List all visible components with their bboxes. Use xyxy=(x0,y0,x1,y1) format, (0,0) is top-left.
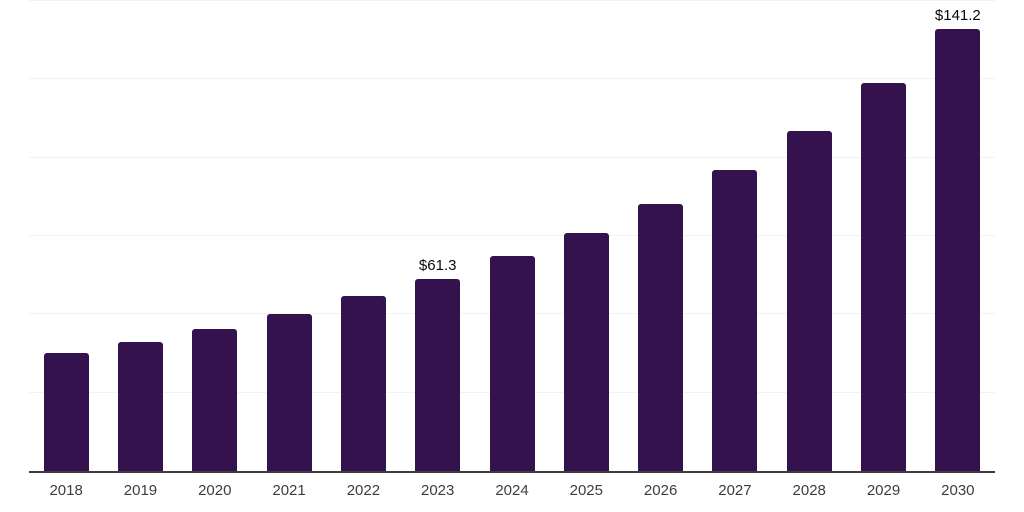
plot-area: $61.3 $141.2 xyxy=(29,0,995,473)
bar-2024 xyxy=(489,256,535,471)
bar-2019 xyxy=(117,342,163,471)
x-tick-label-2018: 2018 xyxy=(49,482,83,499)
bar-2020 xyxy=(192,329,238,471)
bar-2025 xyxy=(563,232,609,471)
bar-value-label-2030: $141.2 xyxy=(934,6,981,24)
x-tick-label-2019: 2019 xyxy=(123,482,158,499)
x-tick-label-2026: 2026 xyxy=(643,482,678,499)
x-tick-label-2020: 2020 xyxy=(198,482,232,499)
bar-2022 xyxy=(340,295,386,471)
x-tick-label-2030: 2030 xyxy=(941,482,975,499)
x-tick-label-2028: 2028 xyxy=(792,482,826,499)
bar-2027 xyxy=(712,170,758,471)
bar-2021 xyxy=(266,314,312,471)
x-tick-label-2029: 2029 xyxy=(866,482,901,499)
x-tick-label-2025: 2025 xyxy=(569,482,603,499)
x-tick-label-2022: 2022 xyxy=(346,482,381,499)
bar-2026 xyxy=(638,204,684,471)
bar-2030 xyxy=(935,28,981,471)
bar-2018 xyxy=(43,352,89,471)
bar-2028 xyxy=(786,131,832,471)
bar-value-label-2023: $61.3 xyxy=(418,256,457,274)
bar-2023 xyxy=(415,278,461,471)
gridline xyxy=(29,156,995,158)
gridline xyxy=(29,235,995,236)
gridline xyxy=(29,0,995,1)
x-tick-label-2023: 2023 xyxy=(421,482,455,499)
bar-2029 xyxy=(861,83,907,471)
gridline xyxy=(29,78,995,80)
x-tick-label-2027: 2027 xyxy=(718,482,752,499)
x-tick-label-2021: 2021 xyxy=(272,482,306,499)
x-tick-label-2024: 2024 xyxy=(495,482,529,499)
